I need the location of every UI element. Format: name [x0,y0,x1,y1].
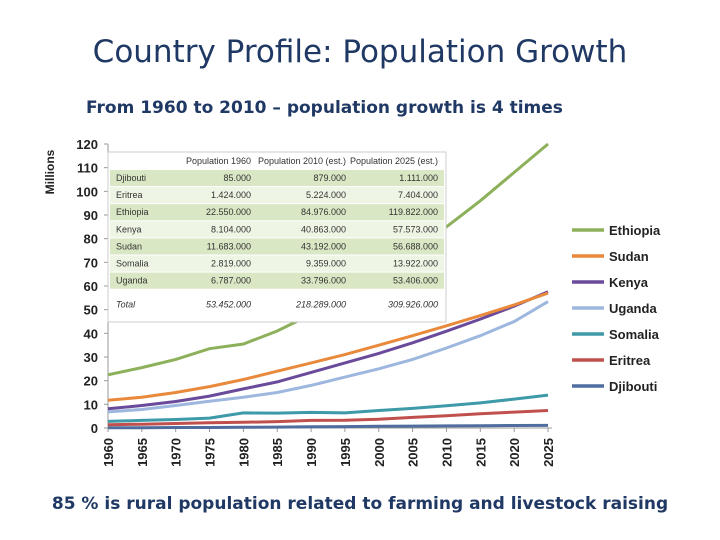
x-tick-label: 1980 [236,438,251,467]
y-tick-label: 110 [77,161,98,176]
table-total-cell: 309.926.000 [388,300,438,310]
x-tick-label: 1990 [304,438,319,467]
y-tick-label: 40 [84,326,98,341]
legend-label-ethiopia: Ethiopia [609,223,661,238]
series-line-kenya [107,290,549,411]
table-cell: 33.796.000 [301,276,346,286]
x-tick-label: 1995 [338,438,353,467]
legend-label-uganda: Uganda [609,301,657,316]
table-cell: Eritrea [116,190,143,200]
table-cell: 85.000 [223,173,251,183]
legend-label-sudan: Sudan [609,249,649,264]
x-tick-label: 2000 [372,438,387,467]
population-table: Population 1960 Population 2010 (est.) Pop… [107,151,447,323]
series-line-sudan [107,291,549,402]
x-tick-label: 2015 [473,438,488,467]
table-cell: 84.976.000 [301,207,346,217]
table-row [110,170,444,187]
series-line-djibouti [108,423,549,430]
table-cell: 9.359.000 [306,259,346,269]
table-cell: 8.104.000 [211,224,251,234]
table-header-cell: Population 1960 [186,156,251,166]
y-tick-label: 120 [76,137,98,152]
y-tick-label: 90 [84,208,98,223]
x-tick-label: 2025 [541,438,556,467]
table-cell: Somalia [116,259,149,269]
table-row [110,204,444,221]
x-tick-label: 1965 [135,438,150,467]
table-row [110,221,444,238]
table-cell: 1.424.000 [211,190,251,200]
table-cell: Kenya [116,224,142,234]
table-cell: 879.000 [313,173,346,183]
slide-footer: 85 % is rural population related to farm… [51,494,669,514]
y-tick-label: 30 [84,350,98,365]
table-row [110,272,444,289]
y-axis-title: Millions [43,149,57,194]
table-cell: 57.573.000 [393,224,438,234]
table-cell: 7.404.000 [398,190,438,200]
slide-subtitle: From 1960 to 2010 – population growth is… [86,98,563,118]
y-tick-label: 70 [84,255,98,270]
y-tick-label: 60 [84,279,98,294]
x-tick-label: 2020 [507,438,522,467]
y-tick-label: 10 [84,397,98,412]
series-line-somalia [107,393,549,423]
table-cell: 6.787.000 [211,276,251,286]
table-cell: 5.224.000 [306,190,346,200]
x-tick-label: 2010 [439,438,454,467]
legend-label-somalia: Somalia [609,327,660,342]
x-tick-label: 1975 [203,438,218,467]
x-tick-label: 1970 [169,438,184,467]
series-line-uganda [107,300,549,414]
table-cell: 11.683.000 [207,241,251,251]
table-header-cell: Population 2025 (est.) [350,156,438,166]
slide-title: Country Profile: Population Growth [92,34,628,70]
x-tick-label: 1985 [270,438,285,467]
table-row [110,187,444,204]
y-tick-label: 100 [76,184,98,199]
table-total-cell: 218.289.000 [295,300,346,310]
table-cell: Ethiopia [116,207,149,217]
table-cell: 53.406.000 [393,276,438,286]
y-tick-label: 50 [84,303,98,318]
table-total-cell: Total [116,300,136,310]
table-total-cell: 53.452.000 [206,300,251,310]
table-cell: 56.688.000 [393,241,438,251]
table-row [110,238,444,255]
table-row [110,255,444,272]
series-line-eritrea [107,409,549,427]
chart-series-lines [107,142,549,430]
y-tick-label: 20 [84,374,98,389]
x-tick-label: 1960 [101,438,116,467]
y-tick-label: 80 [84,232,98,247]
table-header-cell: Population 2010 (est.) [258,156,346,166]
table-cell: 22.550.000 [206,207,251,217]
y-tick-label: 0 [91,421,98,436]
table-cell: Uganda [116,276,148,286]
table-cell: 40.863.000 [301,224,346,234]
table-cell: Djibouti [116,173,146,183]
table-cell: 2.819.000 [211,259,251,269]
table-cell: 119.822.000 [389,207,438,217]
legend-label-kenya: Kenya [609,275,649,290]
x-tick-label: 2005 [406,438,421,467]
legend-label-eritrea: Eritrea [609,353,651,368]
table-cell: 1.111.000 [399,173,438,183]
table-cell: 13.922.000 [393,259,438,269]
legend-label-djibouti: Djibouti [609,379,657,394]
table-cell: Sudan [116,241,142,251]
table-cell: 43.192.000 [301,241,346,251]
chart-legend: Ethiopia Sudan Kenya Uganda Somalia Eritrea Dj… [572,223,661,394]
